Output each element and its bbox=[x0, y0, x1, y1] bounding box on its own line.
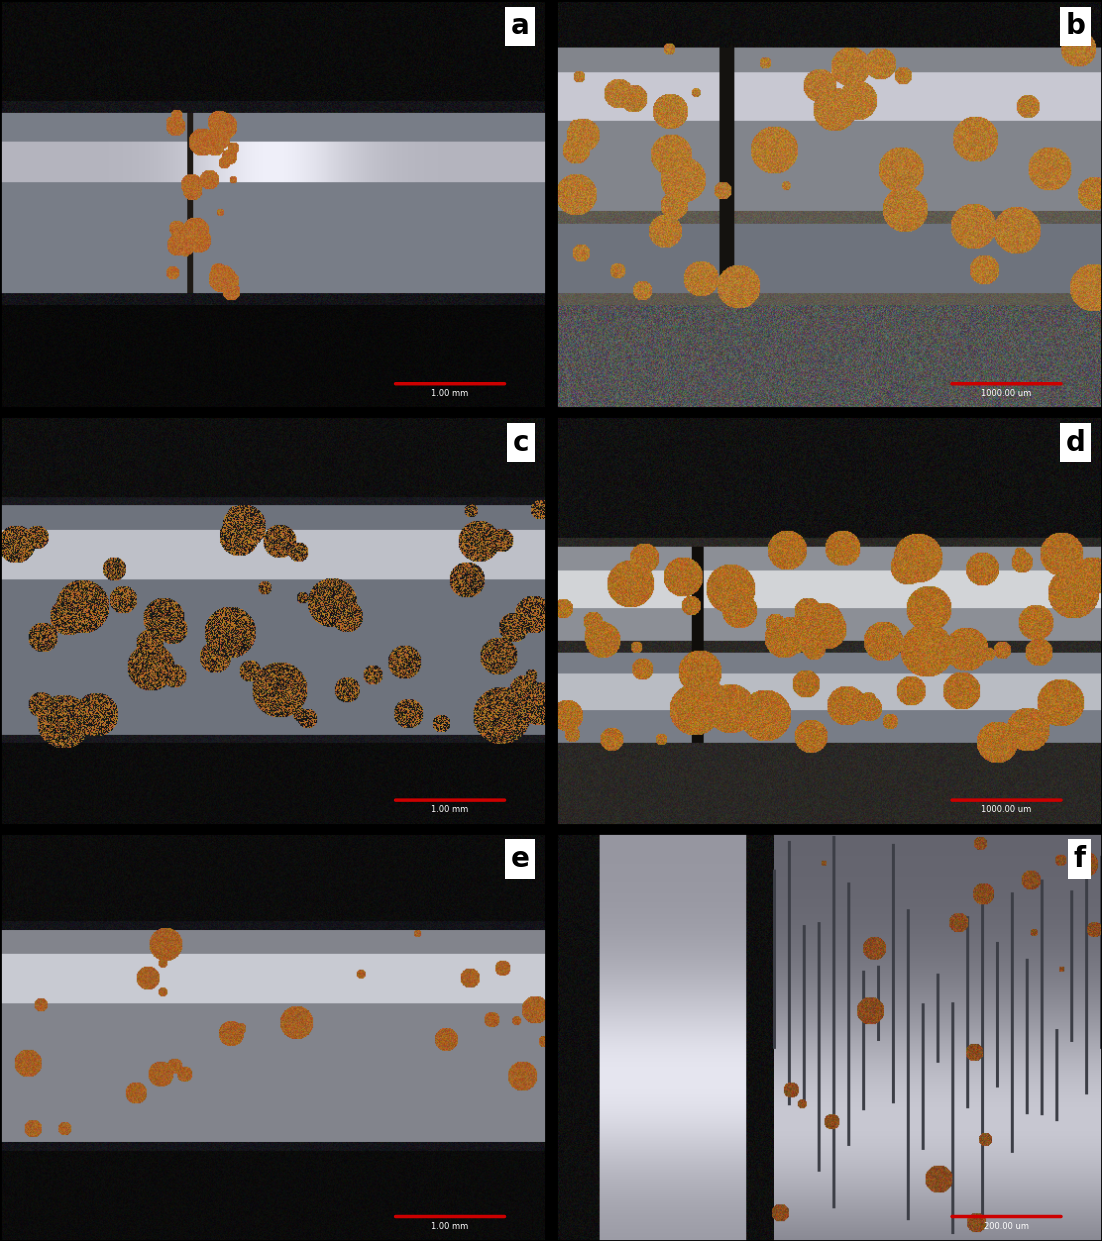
Text: 1000.00 um: 1000.00 um bbox=[982, 805, 1031, 814]
Text: a: a bbox=[510, 12, 529, 40]
Text: 1.00 mm: 1.00 mm bbox=[432, 805, 468, 814]
Text: 200.00 um: 200.00 um bbox=[984, 1222, 1029, 1231]
Text: 1.00 mm: 1.00 mm bbox=[432, 388, 468, 398]
Text: e: e bbox=[510, 845, 529, 872]
Text: d: d bbox=[1066, 428, 1085, 457]
Text: 1000.00 um: 1000.00 um bbox=[982, 388, 1031, 398]
Text: f: f bbox=[1073, 845, 1085, 872]
Text: c: c bbox=[512, 428, 529, 457]
Text: 1.00 mm: 1.00 mm bbox=[432, 1222, 468, 1231]
Text: b: b bbox=[1066, 12, 1085, 40]
